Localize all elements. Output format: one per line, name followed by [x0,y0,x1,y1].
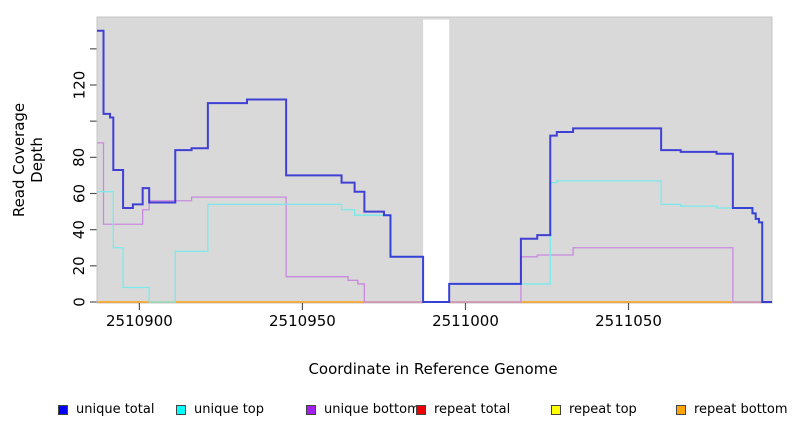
series-line-unique-total [97,29,772,303]
axes: 2510900 2510950 2511000 2511050 0 20 40 60 80 120 [70,48,662,330]
x-axis-title: Coordinate in Reference Genome [308,360,558,378]
x-tick-label: 2511000 [432,312,499,330]
plot-panel [96,16,773,304]
y-tick-label: 20 [70,256,88,275]
y-tick-label: 60 [70,184,88,203]
x-tick-label: 2510950 [269,312,336,330]
y-tick-label: 120 [70,71,88,100]
series-line-unique-bottom [97,142,772,303]
coverage-gap [423,19,450,304]
y-axis-title: Read Coverage Depth [10,102,46,218]
x-tick-label: 2511050 [595,312,662,330]
x-tick-label: 2510900 [106,312,173,330]
series [97,29,772,303]
y-tick-label: 80 [70,148,88,167]
y-tick-label: 40 [70,220,88,239]
y-tick-label: 0 [70,297,88,307]
